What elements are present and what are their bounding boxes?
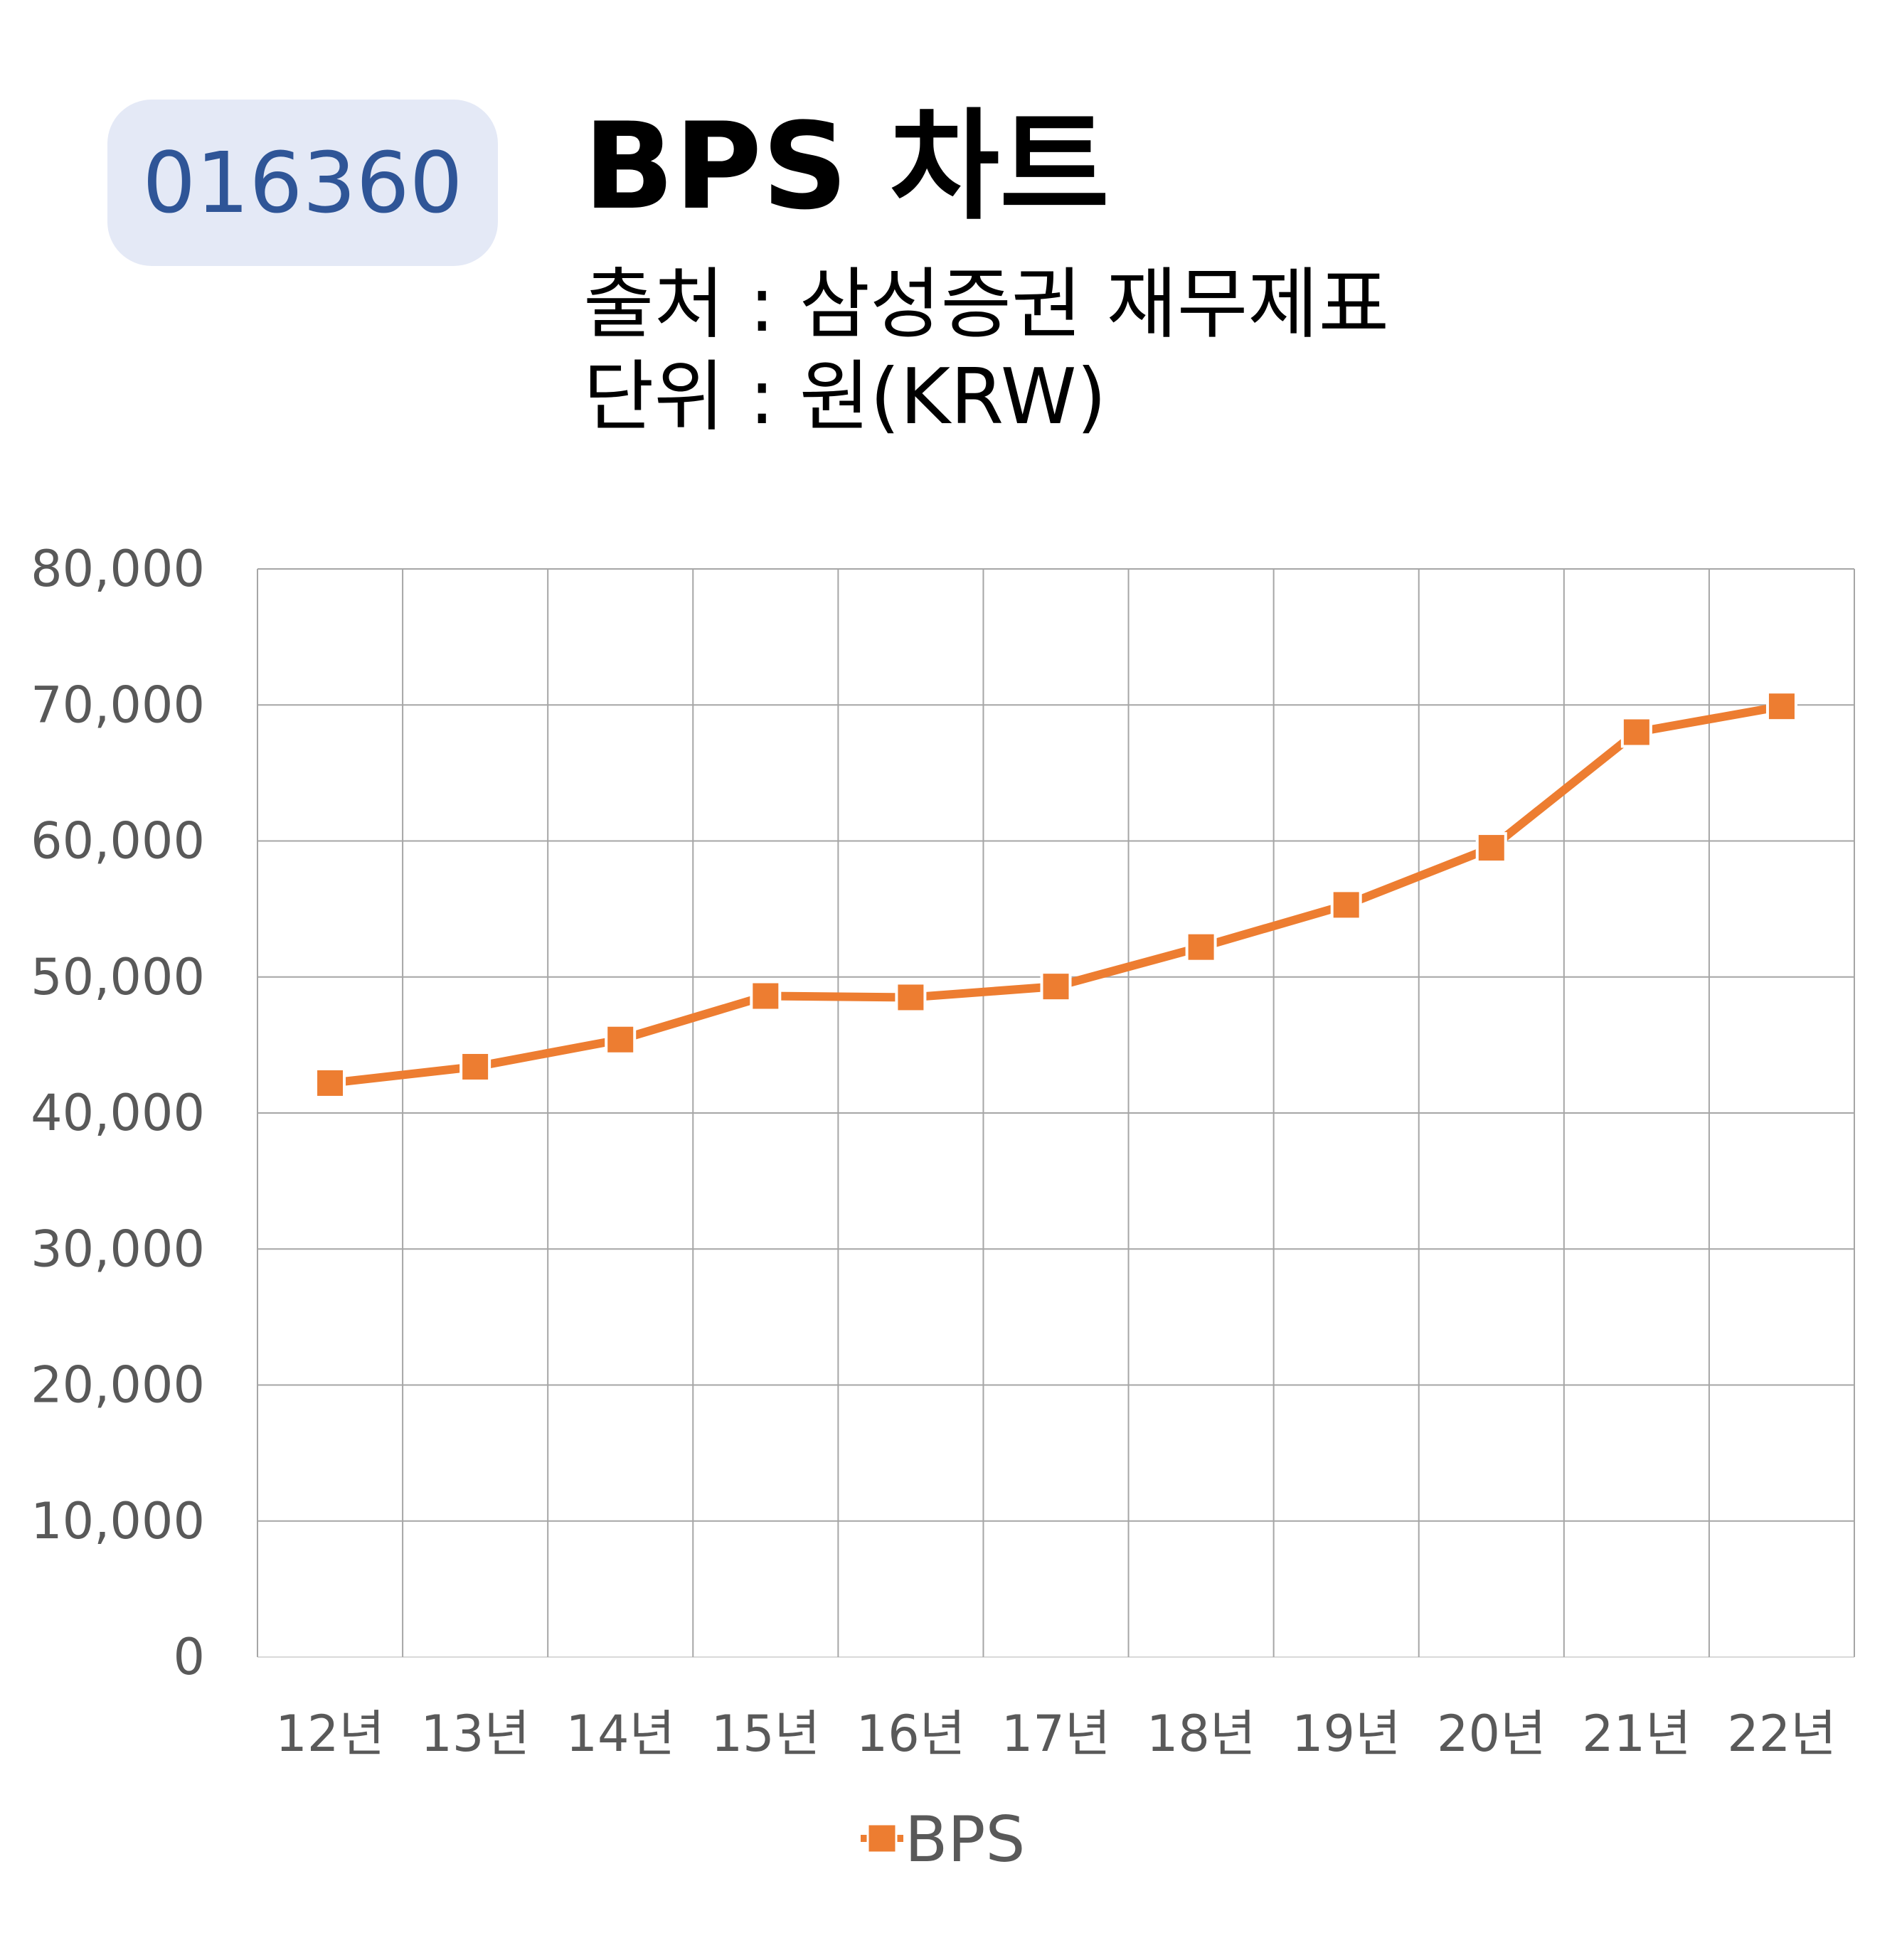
chart-title: BPS 차트 (583, 97, 1110, 236)
y-tick-label: 10,000 (31, 1492, 205, 1550)
x-tick-label: 16년 (856, 1705, 965, 1763)
bps-point (1040, 971, 1072, 1003)
x-tick-label: 20년 (1437, 1705, 1546, 1763)
x-tick-label: 13년 (420, 1705, 529, 1763)
y-tick-label: 60,000 (31, 812, 205, 870)
y-tick-label: 80,000 (31, 540, 205, 598)
x-axis-ticks: 12년 13년 14년 15년 16년 17년 18년 19년 20년 21년 22년 (275, 1705, 1836, 1763)
y-tick-label: 0 (173, 1628, 205, 1686)
bps-point (750, 980, 782, 1012)
y-tick-label: 20,000 (31, 1356, 205, 1415)
x-tick-label: 15년 (711, 1705, 820, 1763)
bps-point (1330, 889, 1362, 921)
bps-point (1185, 931, 1217, 963)
bps-point (1475, 832, 1507, 864)
x-tick-label: 12년 (275, 1705, 384, 1763)
x-tick-label: 14년 (565, 1705, 674, 1763)
bps-point (1765, 691, 1797, 723)
bps-point (895, 981, 927, 1013)
chart-legend: BPS (861, 1803, 1025, 1876)
stock-code: 016360 (142, 134, 463, 232)
bps-point (459, 1050, 491, 1082)
y-axis-ticks: 0 10,000 20,000 30,000 40,000 50,000 60,000 70,… (31, 540, 205, 1686)
chart-grid (257, 568, 1855, 1658)
x-tick-label: 18년 (1147, 1705, 1255, 1763)
x-tick-label: 22년 (1727, 1705, 1836, 1763)
bps-point (314, 1067, 346, 1099)
unit-note: 단위 : 원(KRW) (583, 353, 1107, 442)
bps-point (605, 1023, 637, 1055)
y-tick-label: 50,000 (31, 948, 205, 1006)
x-tick-label: 21년 (1582, 1705, 1691, 1763)
source-note: 출처 : 삼성증권 재무제표 (583, 260, 1389, 349)
series-bps (314, 691, 1797, 1099)
stock-code-badge: 016360 (107, 100, 498, 266)
legend-label: BPS (905, 1803, 1025, 1876)
y-tick-label: 30,000 (31, 1220, 205, 1278)
y-tick-label: 40,000 (31, 1084, 205, 1142)
legend-marker (866, 1823, 898, 1854)
x-tick-label: 19년 (1292, 1705, 1401, 1763)
bps-point (1620, 716, 1652, 748)
x-tick-label: 17년 (1001, 1705, 1110, 1763)
y-tick-label: 70,000 (31, 676, 205, 734)
